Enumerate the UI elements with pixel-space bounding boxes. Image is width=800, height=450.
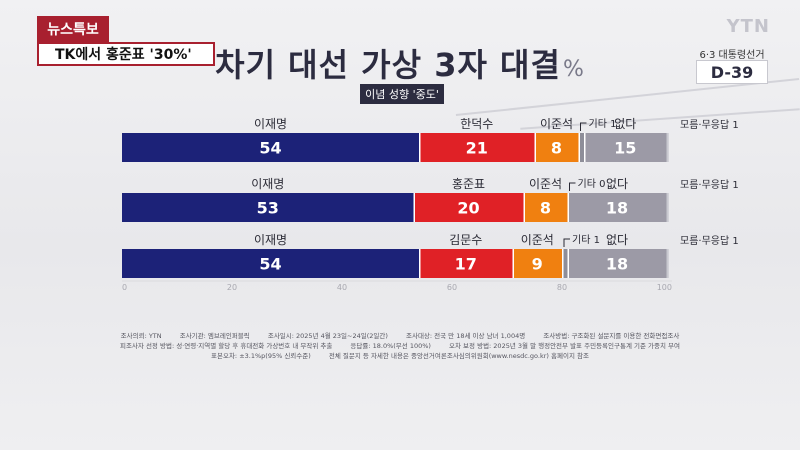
dday-countdown: D-39 <box>696 60 768 84</box>
data-label: 15 <box>614 139 636 158</box>
x-tick-label: 0 <box>122 283 127 292</box>
category-label: 김문수 <box>449 233 482 247</box>
footnote-item: 피조사자 선정 방법: 성·연령·지역별 할당 후 휴대전화 가상번호 내 무작… <box>119 342 333 350</box>
footnote-item: 조사방법: 구조화된 설문지를 이용한 전화면접조사 <box>543 332 680 340</box>
segment-divider <box>523 193 525 222</box>
x-tick-label: 100 <box>657 283 672 292</box>
category-label: 이재명 <box>254 117 287 131</box>
bar-segment <box>419 133 535 162</box>
footnote-item: 조사대상: 전국 만 18세 이상 남녀 1,004명 <box>405 332 526 340</box>
bar-segment <box>419 249 513 278</box>
breaking-news-tag: 뉴스특보 <box>37 16 109 42</box>
category-label: 이준석 <box>540 117 573 131</box>
bar-segment <box>567 249 667 278</box>
data-label: 9 <box>532 255 543 274</box>
segment-divider <box>419 133 421 162</box>
headline-caption: TK에서 홍준표 '30%' <box>37 42 215 66</box>
category-label: 홍준표 <box>452 177 485 191</box>
segment-divider <box>578 133 580 162</box>
bar-segment <box>512 249 562 278</box>
election-label: 6·3 대통령선거 <box>699 50 765 61</box>
bar-segment <box>584 133 667 162</box>
data-label: 54 <box>259 139 281 158</box>
footnote-line-3: 표본오차: ±3.1%p(95% 신뢰수준) 전체 질문지 등 자세한 내용은 … <box>0 350 800 360</box>
bar-segment <box>413 193 524 222</box>
category-label: 이준석 <box>529 177 562 191</box>
segment-divider <box>567 193 569 222</box>
bar-segment <box>534 133 579 162</box>
bar-segment <box>562 249 568 278</box>
data-label: 8 <box>540 199 551 218</box>
footnote-item: 표본오차: ±3.1%p(95% 신뢰수준) <box>211 352 311 360</box>
footnote-line-2: 피조사자 선정 방법: 성·연령·지역별 할당 후 휴대전화 가상번호 내 무작… <box>0 340 800 350</box>
ytn-logo: YTN <box>726 16 770 37</box>
footnote-item: 조사기관: 엠브레인퍼블릭 <box>179 332 250 340</box>
category-label: 한덕수 <box>460 117 493 131</box>
footnote-item: 전체 질문지 등 자세한 내용은 중앙선거여론조사심의위원회(www.nesdc… <box>328 352 589 360</box>
chart-unit: % <box>562 57 585 82</box>
footnote-item: 오차 보정 방법: 2025년 3월 말 행정안전부 발표 주민등록인구통계 기… <box>449 342 681 350</box>
segment-divider <box>567 249 569 278</box>
data-label: 18 <box>606 199 628 218</box>
x-tick-label: 80 <box>557 283 567 292</box>
bar-segment <box>122 249 419 278</box>
unknown-note: 모름·무응답 1 <box>680 179 739 191</box>
bar-segment <box>578 133 584 162</box>
data-label: 18 <box>606 255 628 274</box>
segment-divider <box>534 133 536 162</box>
segment-divider <box>584 133 586 162</box>
data-label: 8 <box>551 139 562 158</box>
footnote-item: 응답률: 18.0%(무선 100%) <box>350 342 431 350</box>
unknown-segment <box>666 193 669 222</box>
unknown-segment <box>666 133 669 162</box>
unknown-note: 모름·무응답 1 <box>680 235 739 247</box>
category-label: 이재명 <box>251 177 284 191</box>
data-label: 54 <box>259 255 281 274</box>
category-label: 없다 <box>614 117 636 131</box>
annotation-bracket <box>580 122 587 131</box>
bar-segment <box>122 193 414 222</box>
chart-title-text: 차기 대선 가상 3자 대결 <box>215 46 561 84</box>
data-label: 17 <box>455 255 477 274</box>
subtitle-badge: 이념 성향 '중도' <box>360 84 444 104</box>
other-note: 기타 1 <box>572 234 600 246</box>
bar-segment <box>122 133 419 162</box>
headline-text: TK에서 홍준표 '30%' <box>55 47 192 63</box>
other-note: 기타 1 <box>589 118 617 130</box>
segment-divider <box>413 193 415 222</box>
x-tick-label: 60 <box>447 283 457 292</box>
footnote-item: 조사의뢰: YTN <box>120 332 162 340</box>
other-note: 기타 0 <box>578 178 606 190</box>
x-tick-label: 20 <box>227 283 237 292</box>
chart-title: 차기 대선 가상 3자 대결% <box>0 40 800 86</box>
footnote-line-1: 조사의뢰: YTN 조사기관: 엠브레인퍼블릭 조사일시: 2025년 4월 2… <box>0 330 800 340</box>
segment-divider <box>419 249 421 278</box>
annotation-bracket <box>563 238 570 247</box>
data-label: 20 <box>457 199 479 218</box>
bar-segment <box>523 193 568 222</box>
data-label: 21 <box>466 139 488 158</box>
bar-segment <box>567 193 667 222</box>
segment-divider <box>512 249 514 278</box>
category-label: 이준석 <box>521 233 554 247</box>
unknown-note: 모름·무응답 1 <box>680 119 739 131</box>
annotation-bracket <box>569 182 576 191</box>
category-label: 이재명 <box>254 233 287 247</box>
category-label: 없다 <box>606 177 628 191</box>
category-label: 없다 <box>606 233 628 247</box>
unknown-segment <box>666 249 669 278</box>
footnote-item: 조사일시: 2025년 4월 23일~24일(2일간) <box>267 332 388 340</box>
data-label: 53 <box>257 199 279 218</box>
segment-divider <box>562 249 564 278</box>
x-tick-label: 40 <box>337 283 347 292</box>
